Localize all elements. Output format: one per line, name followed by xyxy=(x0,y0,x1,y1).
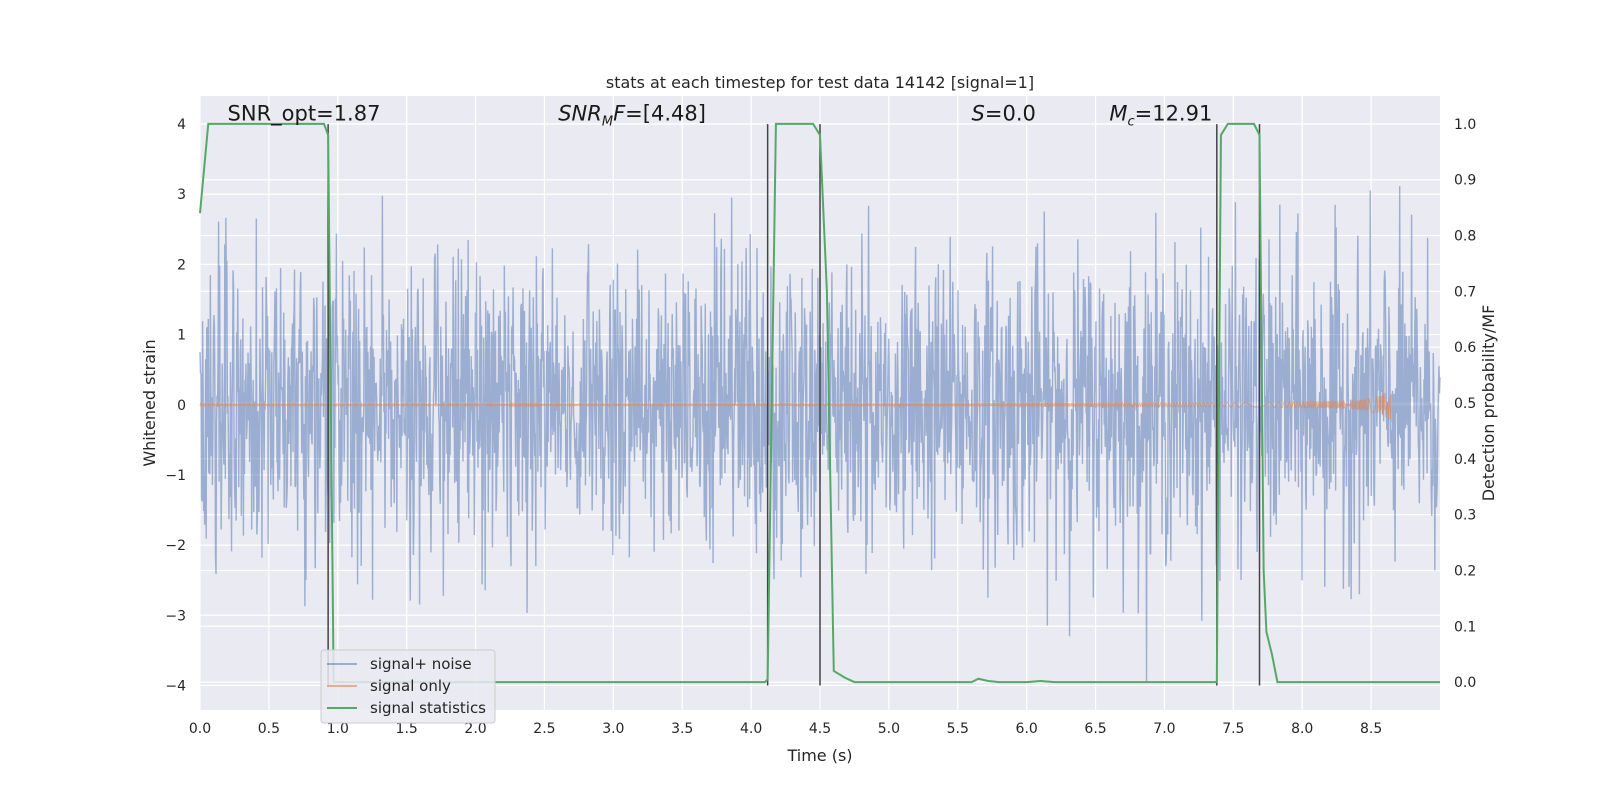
series-signal-only xyxy=(199,392,1393,422)
y-right-tick-label: 1.0 xyxy=(1454,117,1476,133)
x-tick-label: 4.5 xyxy=(809,721,831,737)
x-tick-label: 1.5 xyxy=(396,721,418,737)
y-left-tick-label: −4 xyxy=(165,678,186,694)
y-right-tick-label: 0.8 xyxy=(1454,229,1476,245)
y-left-tick-label: −2 xyxy=(165,538,186,554)
y-left-tick-label: 3 xyxy=(177,187,186,203)
y-right-tick-label: 0.0 xyxy=(1454,675,1476,691)
x-tick-label: 6.5 xyxy=(1084,721,1106,737)
legend-label-signal-plus-noise: signal+ noise xyxy=(370,655,472,673)
annotation-snr-opt: SNR_opt=1.87 xyxy=(228,102,381,127)
legend-label-signal-only: signal only xyxy=(370,677,451,695)
y-left-tick-label: −1 xyxy=(165,468,186,484)
annotation-snr-mf: SNRMF=[4.48] xyxy=(558,102,706,130)
x-tick-label: 2.5 xyxy=(533,721,555,737)
x-tick-label: 2.0 xyxy=(464,721,486,737)
y-left-tick-label: 1 xyxy=(177,328,186,344)
x-tick-label: 7.5 xyxy=(1222,721,1244,737)
legend: signal+ noise signal only signal statist… xyxy=(320,649,496,724)
y-left-axis: −4 −3 −2 −1 0 1 2 3 4 xyxy=(165,117,186,694)
x-tick-label: 0.5 xyxy=(258,721,280,737)
y-right-tick-label: 0.2 xyxy=(1454,563,1476,579)
x-tick-label: 8.5 xyxy=(1360,721,1382,737)
y-right-axis: 0.0 0.1 0.2 0.3 0.4 0.5 0.6 0.7 0.8 0.9 1.0 xyxy=(1454,117,1476,691)
x-tick-label: 4.0 xyxy=(740,721,762,737)
x-tick-label: 3.0 xyxy=(602,721,624,737)
y-left-tick-label: 0 xyxy=(177,398,186,414)
x-tick-label: 1.0 xyxy=(327,721,349,737)
x-tick-label: 0.0 xyxy=(189,721,211,737)
x-tick-label: 5.0 xyxy=(878,721,900,737)
y-left-tick-label: 2 xyxy=(177,257,186,273)
x-tick-label: 3.5 xyxy=(671,721,693,737)
legend-box xyxy=(320,649,496,724)
y-left-tick-label: −3 xyxy=(165,608,186,624)
x-axis-label: Time (s) xyxy=(786,746,852,765)
annotation-s-stat: S=0.0 xyxy=(972,102,1036,126)
y-left-tick-label: 4 xyxy=(177,117,186,133)
legend-label-signal-statistics: signal statistics xyxy=(370,699,486,717)
x-tick-label: 7.0 xyxy=(1153,721,1175,737)
y-right-tick-label: 0.7 xyxy=(1454,284,1476,300)
y-right-axis-label: Detection probability/MF xyxy=(1479,305,1498,502)
x-tick-label: 8.0 xyxy=(1291,721,1313,737)
x-tick-label: 6.0 xyxy=(1016,721,1038,737)
x-tick-label: 5.5 xyxy=(947,721,969,737)
y-right-tick-label: 0.6 xyxy=(1454,340,1476,356)
line-signal-only xyxy=(199,392,1393,422)
y-right-tick-label: 0.9 xyxy=(1454,173,1476,189)
y-left-axis-label: Whitened strain xyxy=(140,339,159,466)
chart-title: stats at each timestep for test data 141… xyxy=(606,73,1034,92)
y-right-tick-label: 0.3 xyxy=(1454,508,1476,524)
y-right-tick-label: 0.4 xyxy=(1454,452,1476,468)
y-right-tick-label: 0.5 xyxy=(1454,396,1476,412)
annotation-chirp-mass: Mc=12.91 xyxy=(1109,102,1212,130)
x-axis: 0.0 0.5 1.0 1.5 2.0 2.5 3.0 3.5 4.0 4.5 5.0 5.5 6.0 6… xyxy=(189,721,1382,737)
y-right-tick-label: 0.1 xyxy=(1454,619,1476,635)
